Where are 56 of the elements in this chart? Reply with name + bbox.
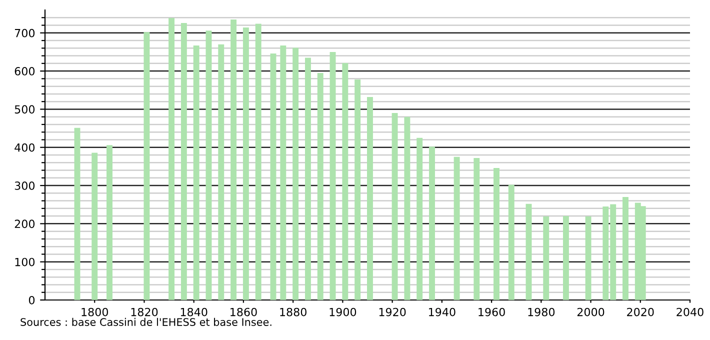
bar [543,216,550,300]
bar [416,138,423,300]
x-tick-label: 1820 [131,308,158,316]
x-tick-label: 2020 [627,308,654,316]
bar [342,63,348,300]
y-tick-label: 100 [15,258,35,266]
y-tick-label: 400 [14,143,35,152]
bar [304,58,311,300]
bar [330,52,336,300]
bar [404,116,410,300]
x-tick-label: 2040 [676,308,704,316]
bar [270,54,276,300]
bar [454,156,460,300]
x-tick-label: 1960 [478,308,505,316]
bar [74,128,80,300]
bar [429,146,435,300]
bar [474,158,480,300]
y-tick-label: 700 [14,28,35,38]
bar [106,145,112,300]
x-tick-label: 1880 [280,308,306,316]
bar [562,216,569,300]
bar [242,28,249,300]
source-note: Sources : base Cassini de l'EHESS et base Insee. [20,318,272,326]
x-tick-label: 1920 [379,308,406,316]
bar [354,79,361,300]
bar [585,216,592,300]
bar [392,113,398,300]
x-tick-label: 1940 [429,308,456,316]
bar [494,168,500,300]
x-tick-label: 1800 [82,308,108,316]
y-tick-label: 600 [14,67,35,76]
bar [92,152,98,300]
y-tick-label: 0 [28,296,35,304]
bar [180,22,187,300]
y-tick-label: 500 [14,105,35,114]
y-tick-label: 200 [14,220,35,228]
x-tick-label: 1980 [528,308,555,316]
bar [508,184,514,300]
x-tick-label: 2000 [577,308,604,316]
x-tick-label: 1900 [330,308,356,316]
bar [317,72,324,300]
bar [292,48,299,300]
bar [206,30,212,300]
bar [255,24,262,300]
bar [526,204,532,300]
bar [622,196,628,300]
bar [193,45,200,300]
bar [230,20,237,300]
bar [367,97,373,300]
bar [168,18,174,300]
x-tick-label: 1840 [180,308,208,316]
y-tick-label: 300 [14,182,35,190]
x-tick-label: 1860 [230,308,257,316]
bar [144,32,150,300]
bar [280,45,286,300]
bar [218,44,224,300]
